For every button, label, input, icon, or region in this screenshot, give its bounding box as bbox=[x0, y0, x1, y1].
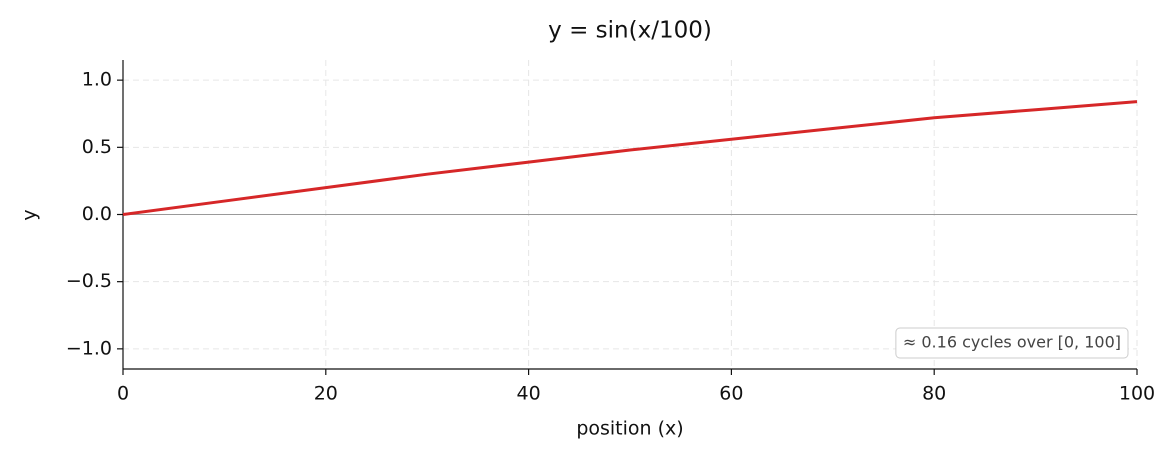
x-tick-label: 60 bbox=[719, 383, 743, 405]
annotation: ≈ 0.16 cycles over [0, 100] bbox=[903, 333, 1121, 352]
y-tick-label: −0.5 bbox=[66, 270, 112, 292]
x-tick-label: 0 bbox=[117, 383, 129, 405]
y-axis-label: y bbox=[19, 209, 41, 220]
x-tick-label: 100 bbox=[1119, 383, 1155, 405]
y-tick-label: −1.0 bbox=[66, 337, 112, 359]
y-tick-label: 1.0 bbox=[82, 69, 112, 91]
x-tick-label: 20 bbox=[314, 383, 338, 405]
y-tick-label: 0.5 bbox=[82, 136, 112, 158]
x-axis-label: position (x) bbox=[576, 418, 683, 440]
annotation-box bbox=[895, 327, 1129, 359]
data-line bbox=[122, 100, 1138, 216]
chart-title: y = sin(x/100) bbox=[548, 18, 712, 44]
x-tick-label: 40 bbox=[517, 383, 541, 405]
y-tick-label: 0.0 bbox=[82, 203, 112, 225]
x-tick-label: 80 bbox=[922, 383, 946, 405]
